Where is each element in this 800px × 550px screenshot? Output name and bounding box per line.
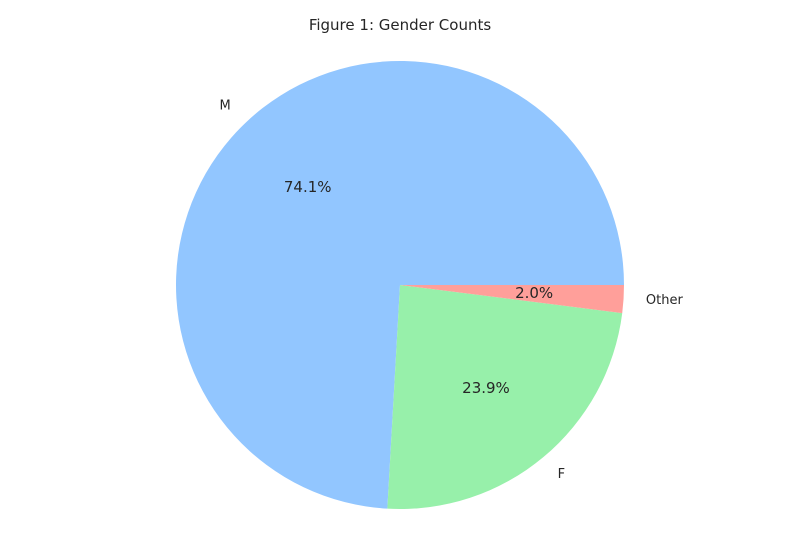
pie-slice-f	[387, 285, 623, 509]
pie-slice-other	[400, 285, 624, 314]
pie-labels: M 74.1% F 23.9% Other 2.0%	[220, 98, 684, 481]
slice-pct-m: 74.1%	[284, 178, 332, 196]
pie-slices	[176, 61, 625, 509]
slice-pct-f: 23.9%	[462, 379, 510, 397]
slice-label-other: Other	[646, 293, 684, 308]
slice-label-m: M	[220, 98, 231, 113]
slice-pct-other: 2.0%	[515, 284, 553, 302]
slice-label-f: F	[558, 467, 565, 482]
chart-title: Figure 1: Gender Counts	[309, 16, 492, 34]
pie-slice-m	[176, 61, 625, 509]
